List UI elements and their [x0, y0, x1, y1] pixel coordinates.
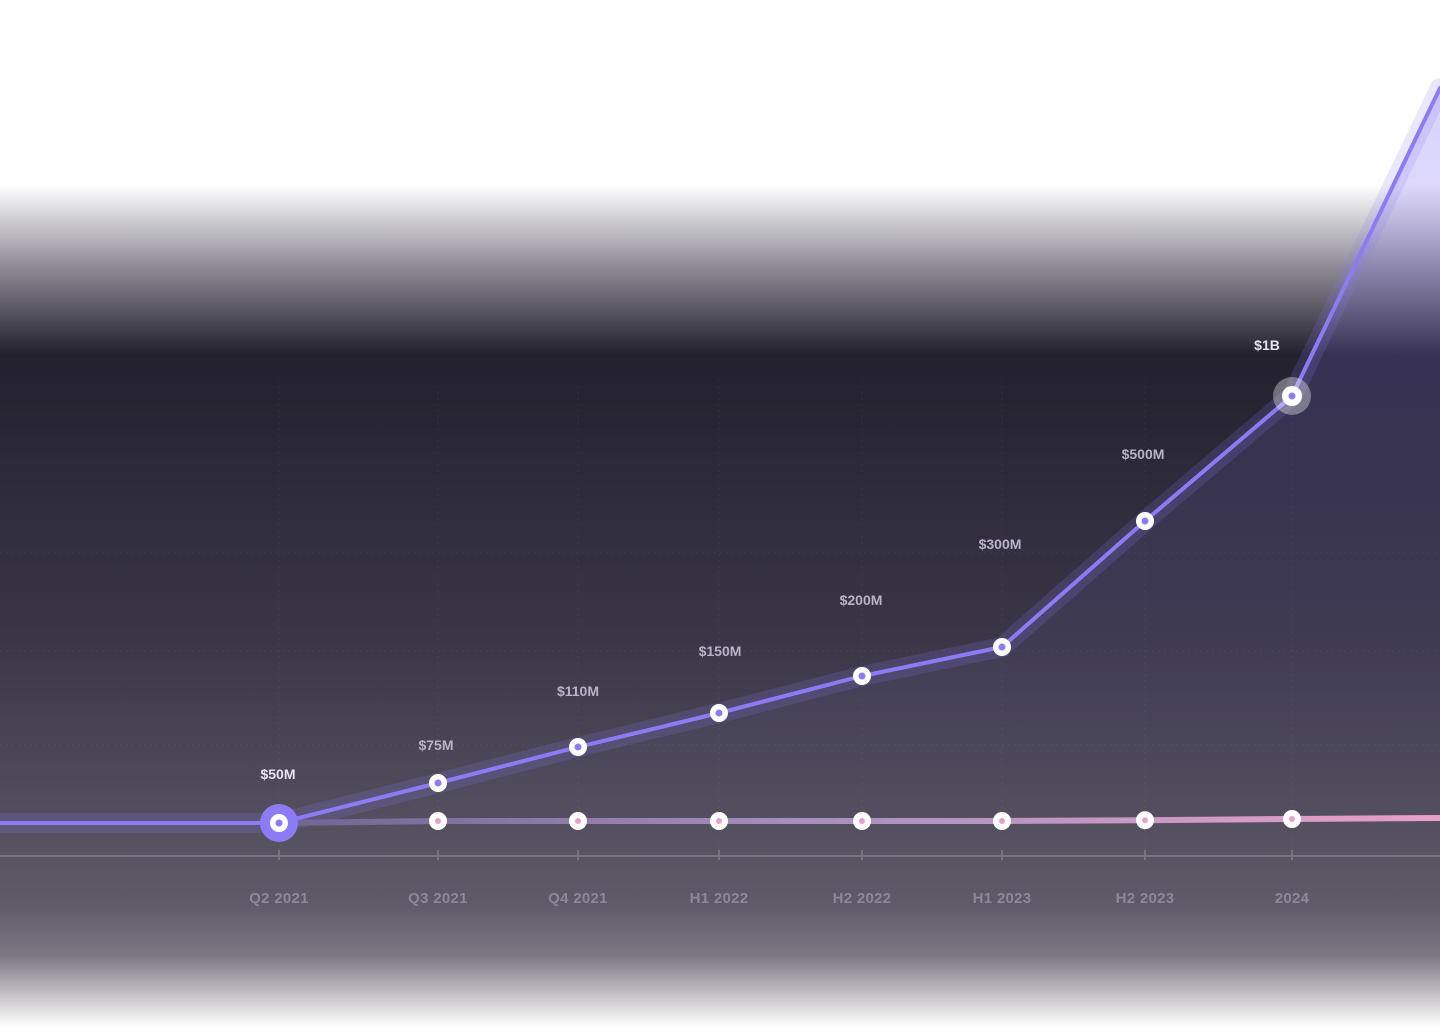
- data-point-center: [574, 743, 582, 751]
- data-label: $150M: [699, 643, 742, 659]
- x-tick-label: H2 2023: [1116, 890, 1175, 907]
- x-tick-label: Q3 2021: [408, 890, 468, 907]
- data-point-center: [998, 643, 1006, 651]
- x-tick-label: Q4 2021: [548, 890, 608, 907]
- x-tick-label: H2 2022: [833, 890, 892, 907]
- x-tick-label: 2024: [1275, 890, 1310, 907]
- secondary-point-center: [999, 818, 1005, 824]
- data-label: $75M: [418, 737, 453, 753]
- secondary-point-center: [1142, 817, 1148, 824]
- data-point-center: [275, 819, 283, 827]
- data-point-center: [434, 779, 442, 787]
- data-point-center: [1141, 517, 1149, 525]
- data-label: $1B: [1254, 337, 1280, 353]
- data-point-center: [715, 709, 723, 717]
- series-area: [279, 88, 1440, 856]
- secondary-point-center: [859, 818, 865, 824]
- series-line: [0, 86, 1440, 825]
- x-tick-label: H1 2023: [973, 890, 1032, 907]
- data-point-center: [1288, 392, 1296, 400]
- x-tick-label: H1 2022: [690, 890, 749, 907]
- secondary-point-center: [716, 818, 722, 824]
- data-label: $200M: [840, 592, 883, 608]
- secondary-point-center: [575, 818, 581, 824]
- data-label: $500M: [1122, 446, 1165, 462]
- data-label: $50M: [260, 766, 295, 782]
- data-label: $300M: [979, 536, 1022, 552]
- x-tick-label: Q2 2021: [249, 890, 309, 907]
- data-label: $110M: [557, 683, 599, 699]
- secondary-point-center: [1289, 816, 1295, 822]
- secondary-point-center: [435, 818, 441, 824]
- data-point-center: [858, 672, 866, 680]
